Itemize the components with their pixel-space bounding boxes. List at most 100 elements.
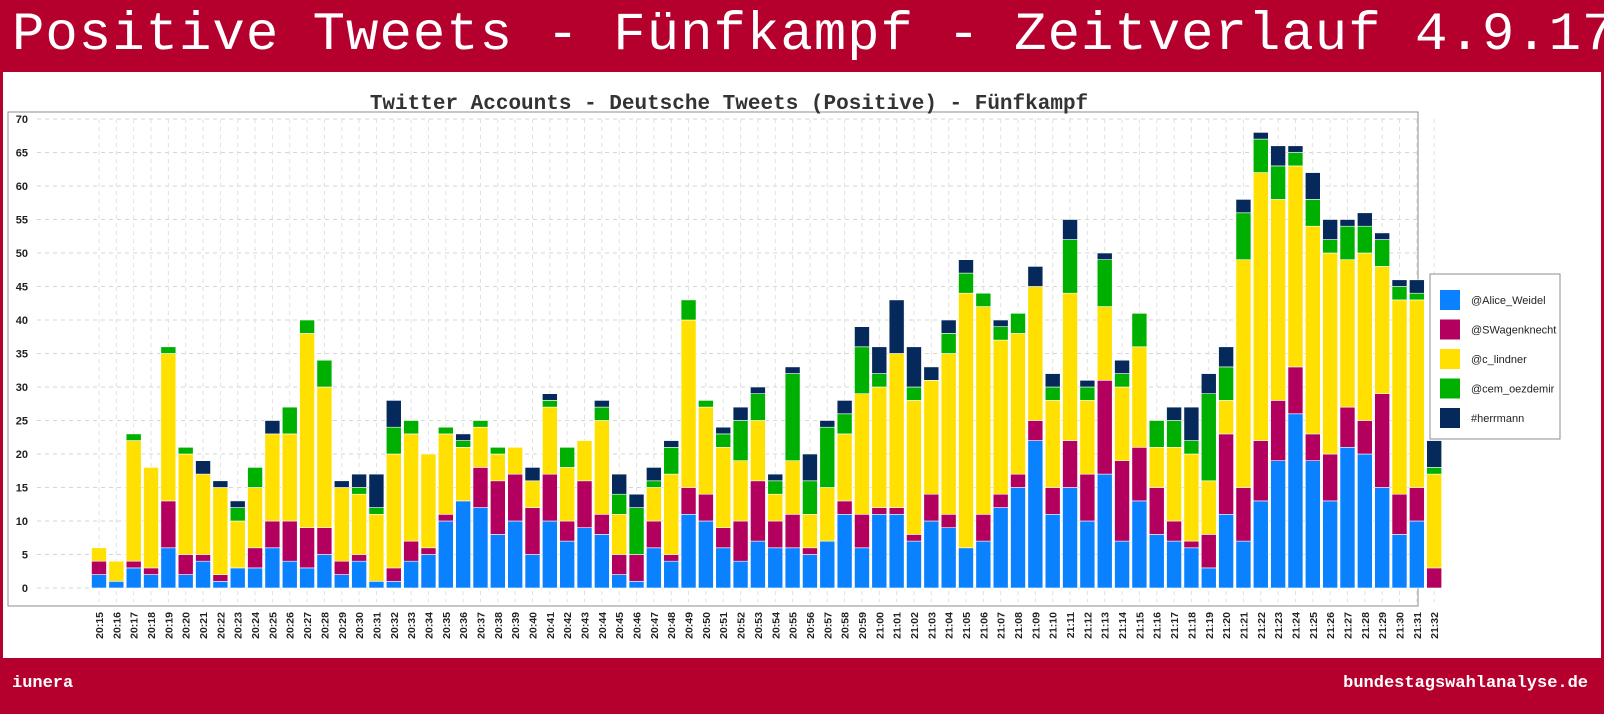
bar-segment-1-4: [160, 500, 177, 549]
bar-segment-1-34: [680, 487, 697, 515]
bar-segment-2-60: [1131, 346, 1148, 448]
bar-segment-4-26: [542, 393, 558, 401]
x-tick-label: 21:24: [1290, 612, 1302, 639]
y-tick-label: 0: [22, 583, 28, 595]
bar-segment-2-61: [1148, 446, 1165, 488]
bar-segment-0-25: [524, 554, 541, 589]
bar-segment-2-56: [1062, 292, 1078, 441]
bar-segment-2-47: [906, 400, 922, 535]
bar-segment-2-21: [455, 446, 471, 502]
footer-brand: iunera: [12, 674, 74, 693]
bar-segment-2-35: [698, 406, 714, 495]
bar-segment-3-29: [594, 406, 610, 421]
bar-segment-0-39: [767, 547, 784, 589]
bar-segment-1-56: [1062, 440, 1078, 488]
bar-segment-1-19: [420, 547, 437, 555]
bar-segment-4-48: [923, 366, 940, 381]
bar-segment-3-49: [940, 333, 957, 354]
x-tick-label: 20:15: [94, 612, 106, 639]
bar-segment-2-54: [1027, 286, 1044, 421]
bar-segment-0-66: [1235, 540, 1252, 589]
bar-segment-2-53: [1010, 333, 1026, 475]
bar-segment-1-13: [316, 527, 333, 555]
bar-segment-2-25: [524, 480, 541, 508]
legend-swatch: [1440, 290, 1460, 310]
y-axis-tick-labels: 0 5 10 15 20 25 30 35 40 45 50 55 60 65 70: [16, 114, 28, 595]
bar-segment-2-70: [1305, 225, 1321, 435]
bar-segment-2-23: [490, 453, 506, 482]
bar-segment-4-25: [524, 467, 541, 482]
bar-segment-0-1: [108, 580, 125, 589]
bar-segment-1-68: [1270, 400, 1286, 461]
bar-segment-0-26: [542, 520, 558, 589]
bar-segment-3-15: [351, 487, 367, 495]
bar-segment-0-40: [784, 547, 801, 589]
x-tick-label: 20:54: [770, 612, 782, 639]
bar-segment-3-38: [750, 393, 766, 421]
bar-segment-2-72: [1339, 259, 1356, 408]
bar-segment-3-5: [177, 446, 194, 455]
bar-segment-0-43: [836, 513, 853, 589]
bar-segment-2-9: [247, 487, 263, 549]
bar-segment-3-39: [767, 480, 784, 495]
bar-segment-0-53: [1010, 487, 1026, 589]
bar-segment-2-10: [264, 433, 281, 522]
bar-segment-1-25: [524, 507, 541, 555]
bar-segment-1-77: [1426, 567, 1442, 589]
bar-segment-2-39: [767, 493, 784, 522]
bar-segment-0-68: [1270, 460, 1286, 589]
bar-segment-3-63: [1183, 440, 1200, 455]
bar-segment-4-55: [1044, 373, 1061, 388]
bar-segment-3-74: [1374, 239, 1390, 267]
legend-swatch: [1440, 408, 1460, 428]
bar-segment-1-66: [1235, 487, 1252, 542]
bar-segment-0-19: [420, 554, 437, 589]
bar-segment-1-48: [923, 493, 940, 522]
bar-segment-4-69: [1287, 145, 1304, 153]
bar-segment-0-59: [1114, 540, 1130, 589]
bar-segment-0-35: [698, 520, 714, 589]
bar-segment-4-56: [1062, 219, 1078, 240]
bar-segment-0-6: [195, 560, 211, 589]
bar-segment-0-75: [1391, 534, 1408, 589]
bar-segment-4-6: [195, 460, 211, 475]
x-tick-label: 21:27: [1342, 612, 1354, 639]
bar-segment-3-47: [906, 386, 922, 401]
x-tick-label: 20:31: [371, 612, 383, 639]
bar-segment-2-11: [281, 433, 298, 522]
x-tick-label: 20:46: [632, 612, 644, 639]
y-tick-label: 35: [16, 349, 28, 361]
legend-swatch: [1440, 319, 1460, 340]
x-tick-label: 20:41: [545, 612, 557, 639]
x-tick-label: 20:45: [614, 612, 626, 639]
bar-segment-1-43: [836, 500, 853, 515]
x-tick-label: 21:22: [1256, 612, 1268, 639]
bar-segment-0-60: [1131, 500, 1148, 589]
bar-segment-3-4: [160, 346, 177, 354]
bar-segment-2-63: [1183, 453, 1200, 542]
bar-segment-2-17: [385, 453, 402, 569]
bar-segment-4-47: [906, 346, 922, 388]
bar-segment-0-3: [143, 574, 159, 589]
bar-segment-3-64: [1200, 393, 1217, 482]
x-tick-label: 21:19: [1204, 612, 1216, 639]
banner-title: Positive Tweets - Fünfkampf - Zeitverlau…: [12, 5, 1604, 66]
bar-segment-3-53: [1010, 313, 1026, 334]
x-tick-label: 20:47: [649, 612, 661, 639]
bar-segment-1-65: [1218, 433, 1234, 515]
x-tick-label: 20:35: [441, 612, 453, 639]
x-tick-label: 20:53: [753, 612, 765, 639]
bar-segment-0-38: [750, 540, 766, 589]
bar-segment-3-11: [281, 406, 298, 435]
bar-segment-0-7: [212, 580, 229, 589]
bar-segment-4-49: [940, 319, 957, 334]
bar-segment-0-55: [1044, 513, 1061, 589]
bar-segment-4-63: [1183, 406, 1200, 441]
bar-segment-1-28: [576, 480, 593, 528]
bar-segment-0-52: [992, 507, 1009, 589]
x-tick-label: 20:36: [458, 612, 470, 639]
bar-segment-1-63: [1183, 540, 1200, 549]
bar-segment-2-38: [750, 420, 766, 482]
bar-segment-2-71: [1322, 252, 1338, 455]
bar-segment-0-65: [1218, 513, 1234, 589]
